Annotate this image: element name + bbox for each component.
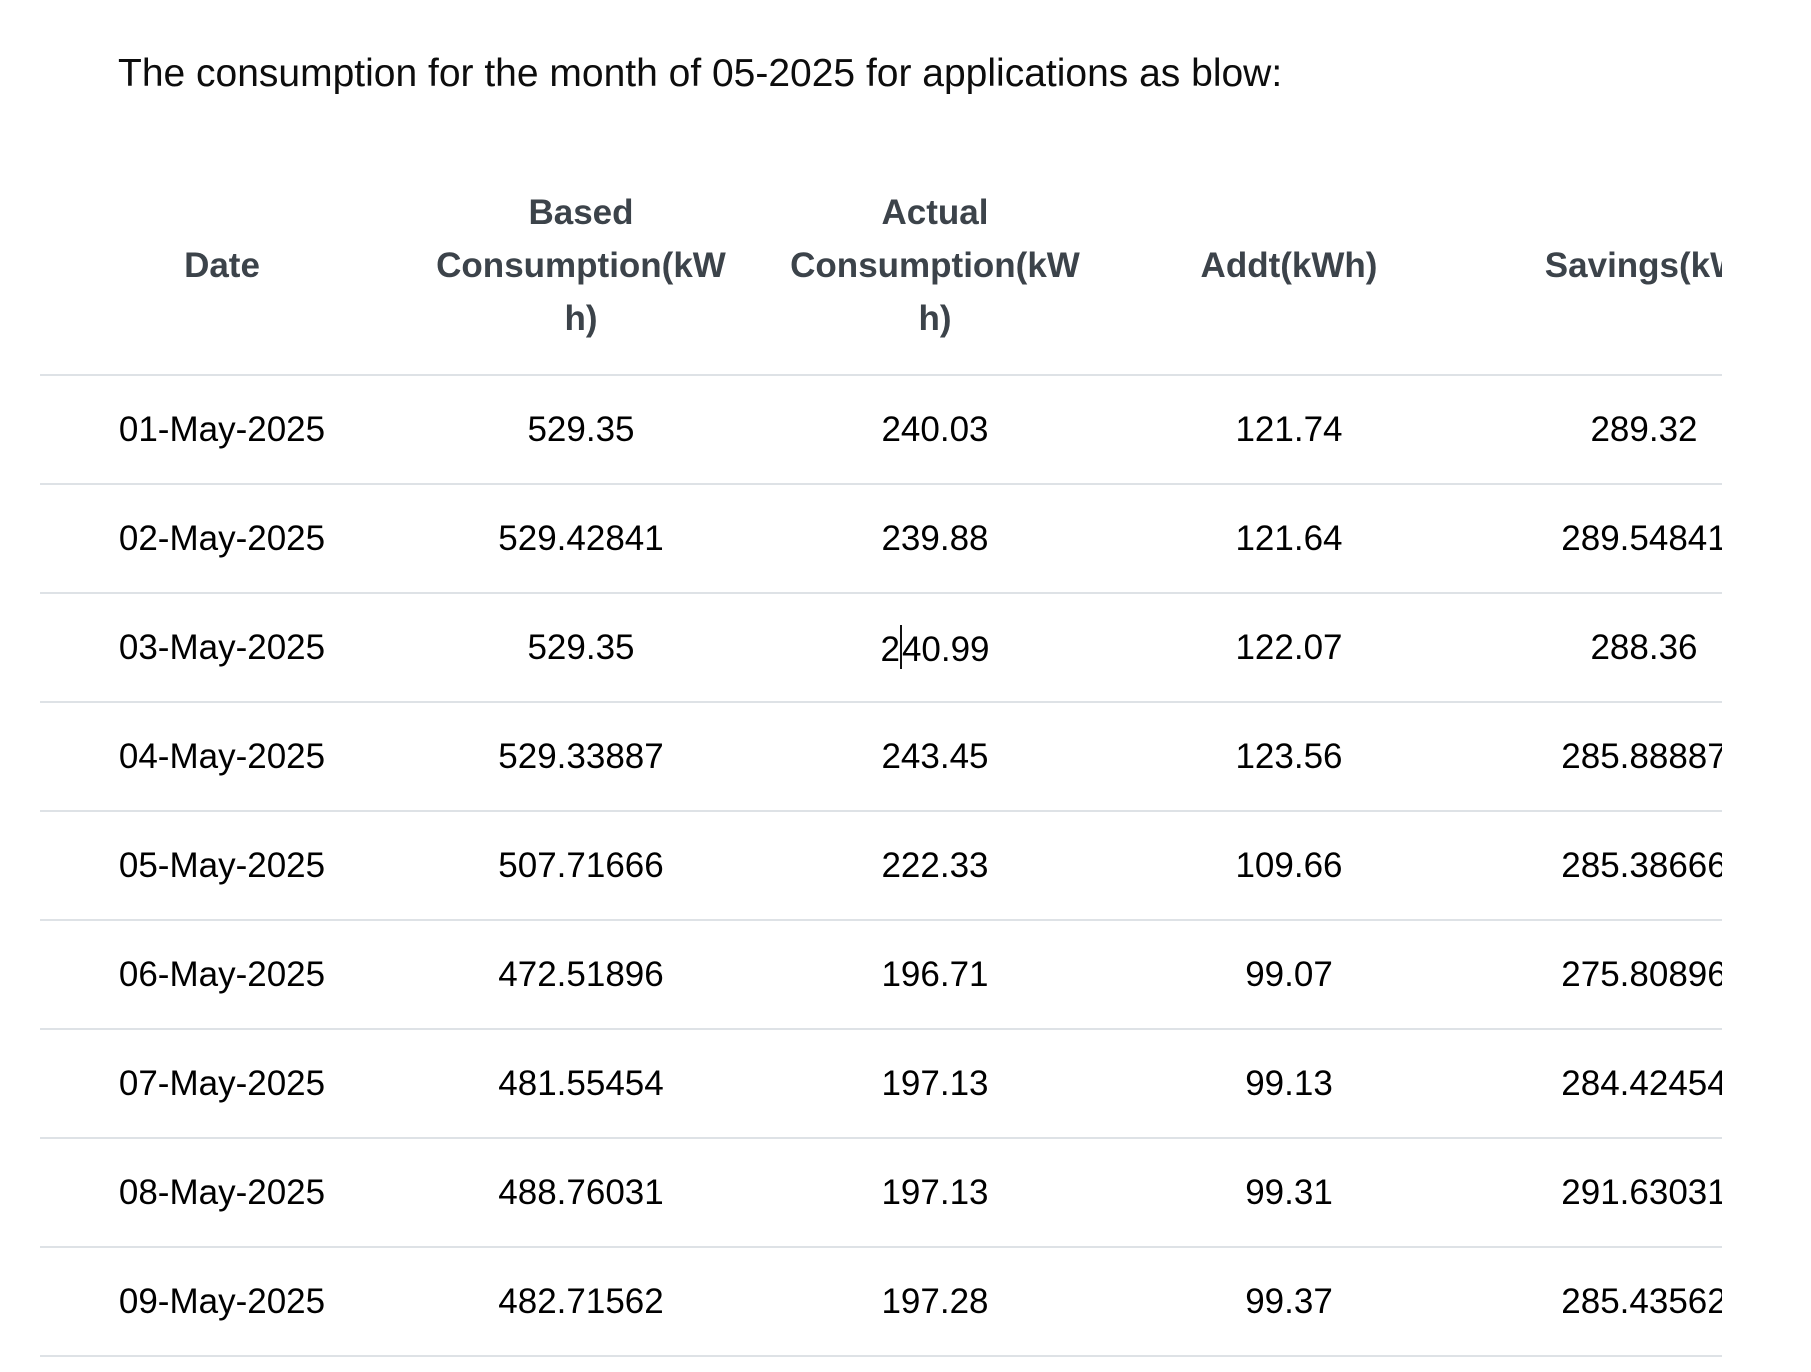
- cell-savings: 284.42454: [1466, 1029, 1722, 1139]
- cell-actual: 197.28: [758, 1247, 1112, 1357]
- cell-date: 01-May-2025: [40, 375, 404, 485]
- cell-savings: 285.88887: [1466, 702, 1722, 812]
- cell-addt: 121.64: [1112, 484, 1466, 594]
- cell-addt: 99.07: [1112, 920, 1466, 1030]
- table-row: 06-May-2025 472.51896 196.71 99.07 275.80896: [40, 920, 1722, 1030]
- table-header-row: Date Based Consumption(kW h) Actual Consum…: [40, 157, 1722, 376]
- table-row: 05-May-2025 507.71666 222.33 109.66 285.3866…: [40, 811, 1722, 921]
- cell-based: 507.71666: [404, 811, 758, 921]
- table-row: 08-May-2025 488.76031 197.13 99.31 291.63031: [40, 1138, 1722, 1248]
- column-header-savings: Savings(kW: [1466, 157, 1722, 376]
- cell-based: 488.76031: [404, 1138, 758, 1248]
- cell-date: 04-May-2025: [40, 702, 404, 812]
- table-row: 04-May-2025 529.33887 243.45 123.56 285.8888…: [40, 702, 1722, 812]
- cell-actual: 196.71: [758, 920, 1112, 1030]
- consumption-table: Date Based Consumption(kW h) Actual Consum…: [40, 157, 1722, 1357]
- table-row: 02-May-2025 529.42841 239.88 121.64 289.5484…: [40, 484, 1722, 594]
- cell-date: 06-May-2025: [40, 920, 404, 1030]
- column-header-based: Based Consumption(kW h): [404, 157, 758, 376]
- cell-actual: 197.13: [758, 1138, 1112, 1248]
- cell-addt: 121.74: [1112, 375, 1466, 485]
- cell-based: 529.35: [404, 593, 758, 703]
- table-row: 03-May-2025 529.35 240.99 122.07 288.36: [40, 593, 1722, 703]
- cell-date: 09-May-2025: [40, 1247, 404, 1357]
- cell-based: 529.33887: [404, 702, 758, 812]
- cell-based: 482.71562: [404, 1247, 758, 1357]
- cell-actual: 222.33: [758, 811, 1112, 921]
- cell-actual: 240.03: [758, 375, 1112, 485]
- cell-addt: 99.37: [1112, 1247, 1466, 1357]
- cell-addt: 123.56: [1112, 702, 1466, 812]
- cell-savings: 285.38666: [1466, 811, 1722, 921]
- cell-based: 529.35: [404, 375, 758, 485]
- cell-savings: 289.54841: [1466, 484, 1722, 594]
- cell-addt: 109.66: [1112, 811, 1466, 921]
- cell-actual: 197.13: [758, 1029, 1112, 1139]
- cell-actual: 243.45: [758, 702, 1112, 812]
- table-row: 07-May-2025 481.55454 197.13 99.13 284.42454: [40, 1029, 1722, 1139]
- cell-addt: 99.31: [1112, 1138, 1466, 1248]
- table-row: 01-May-2025 529.35 240.03 121.74 289.32: [40, 375, 1722, 485]
- cell-based: 529.42841: [404, 484, 758, 594]
- cell-addt: 122.07: [1112, 593, 1466, 703]
- column-header-addt: Addt(kWh): [1112, 157, 1466, 376]
- cell-date: 05-May-2025: [40, 811, 404, 921]
- cell-savings: 275.80896: [1466, 920, 1722, 1030]
- column-header-actual: Actual Consumption(kW h): [758, 157, 1112, 376]
- cell-date: 07-May-2025: [40, 1029, 404, 1139]
- cell-based: 472.51896: [404, 920, 758, 1030]
- cell-savings: 289.32: [1466, 375, 1722, 485]
- cell-actual[interactable]: 240.99: [758, 593, 1112, 703]
- table-container: Date Based Consumption(kW h) Actual Consum…: [40, 157, 1722, 1357]
- cell-date: 08-May-2025: [40, 1138, 404, 1248]
- table-row: 09-May-2025 482.71562 197.28 99.37 285.43562: [40, 1247, 1722, 1357]
- cell-savings: 285.43562: [1466, 1247, 1722, 1357]
- page-title: The consumption for the month of 05-2025…: [118, 52, 1283, 95]
- cell-savings: 288.36: [1466, 593, 1722, 703]
- cell-based: 481.55454: [404, 1029, 758, 1139]
- cell-date: 03-May-2025: [40, 593, 404, 703]
- column-header-date: Date: [40, 157, 404, 376]
- text-cursor: [899, 625, 902, 669]
- cell-date: 02-May-2025: [40, 484, 404, 594]
- cell-savings: 291.63031: [1466, 1138, 1722, 1248]
- cell-actual: 239.88: [758, 484, 1112, 594]
- page: The consumption for the month of 05-2025…: [0, 46, 1811, 1357]
- cell-addt: 99.13: [1112, 1029, 1466, 1139]
